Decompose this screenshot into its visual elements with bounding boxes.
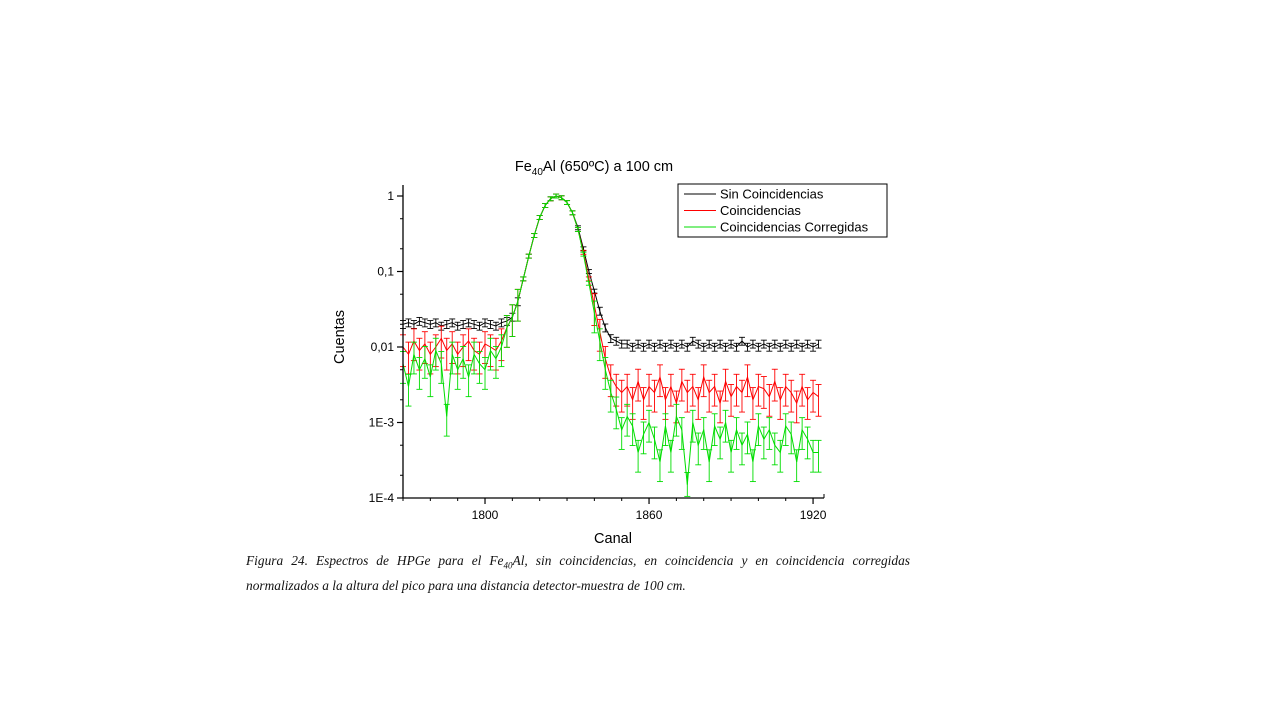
y-axis-label: Cuentas [332,310,348,364]
x-axis-label: Canal [594,531,632,547]
x-tick-label: 1920 [800,508,827,522]
y-tick-label: 0,01 [371,340,395,354]
caption-text-part1: Espectros de HPGe para el Fe [307,553,504,568]
series-3 [400,193,822,497]
legend-label: Sin Coincidencias [720,187,824,202]
y-tick-label: 1E-4 [369,491,395,505]
x-tick-label: 1800 [472,508,499,522]
x-tick-label: 1860 [636,508,663,522]
figure-caption: Figura 24. Espectros de HPGe para el Fe4… [246,551,910,596]
y-tick-label: 0,1 [377,265,394,279]
legend-label: Coincidencias [720,203,801,218]
plot-series [400,193,822,497]
caption-text-part2: Al, sin coincidencias, en coincidencia y… [246,553,910,593]
caption-subscript: 40 [503,560,513,571]
legend-label: Coincidencias Corregidas [720,220,869,235]
y-tick-label: 1 [387,189,394,203]
axes: 1800 1860 1920 1 0,1 0,01 1E-3 1E-4 [369,185,827,522]
caption-figure-label: Figura 24. [246,553,308,568]
chart-title: Fe40Al (650ºC) a 100 cm [515,159,673,178]
y-tick-label: 1E-3 [369,416,395,430]
